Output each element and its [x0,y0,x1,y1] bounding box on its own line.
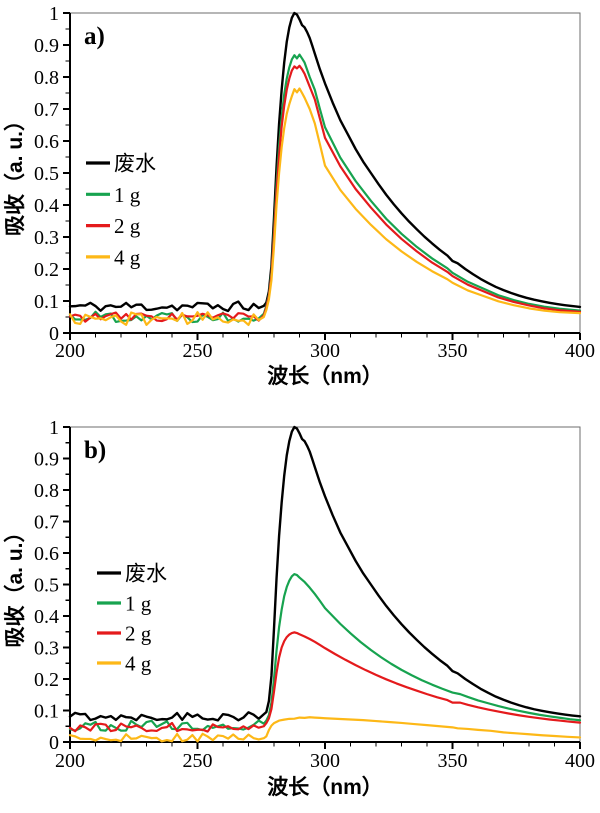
series-line-3 [68,87,582,326]
legend-entry-label: 1 g [114,183,141,207]
legend-entry-label: 4 g [125,652,152,676]
series-line-3 [68,716,582,743]
x-tick-label: 400 [565,750,595,772]
x-axis-title: 波长（nm） [267,364,383,388]
y-tick-label: 0.5 [34,163,59,185]
x-axis-title: 波长（nm） [267,775,383,799]
y-tick-label: 0.8 [34,67,59,89]
chart-a-canvas: 200 250 300 350 400 0 0.1 0.2 0.3 0.4 0.5 0.6 0.7 0.8… [3,3,595,388]
y-tick-label: 0.1 [34,291,59,313]
legend-entry-label: 2 g [114,214,141,238]
panel-b-uv-vis-spectrum: 200 250 300 350 400 0 0.1 0.2 0.3 0.4 0.5 0.6 0.7 0.8… [0,400,600,813]
x-tick-label: 200 [55,340,85,362]
legend-entry-label: 1 g [125,592,152,616]
legend-entry-label: 4 g [114,245,141,269]
y-tick-label: 0.9 [34,449,59,471]
y-tick-label: 0.6 [34,543,59,565]
series-line-1 [68,53,582,324]
series-line-2 [68,64,582,323]
x-tick-label: 350 [438,340,468,362]
y-tick-label: 0.9 [34,35,59,57]
y-tick-label: 1 [49,3,59,25]
y-tick-label: 0 [49,732,59,754]
x-tick-label: 300 [310,340,340,362]
y-tick-label: 0.4 [34,195,59,217]
panel-letter-label: a) [84,23,105,50]
y-axis-title: 吸收（a. u.） [3,521,27,647]
y-tick-label: 0.7 [34,512,59,534]
legend-entry-label: 废水 [125,562,167,586]
y-tick-label: 0.5 [34,575,59,597]
y-tick-label: 0.4 [34,606,59,628]
y-tick-label: 0.3 [34,227,59,249]
chart-b-canvas: 200 250 300 350 400 0 0.1 0.2 0.3 0.4 0.5 0.6 0.7 0.8… [3,417,595,799]
legend-entry-label: 2 g [125,622,152,646]
x-tick-label: 300 [310,750,340,772]
x-tick-label: 350 [438,750,468,772]
legend-entry-label: 废水 [114,152,156,176]
y-tick-label: 0 [49,323,59,345]
x-tick-label: 250 [183,340,213,362]
y-tick-label: 0.7 [34,99,59,121]
x-tick-label: 250 [183,750,213,772]
series-line-0 [68,425,582,722]
y-tick-label: 0.6 [34,131,59,153]
y-tick-label: 0.2 [34,259,59,281]
y-tick-label: 0.8 [34,480,59,502]
y-tick-label: 1 [49,417,59,439]
series-line-0 [68,11,582,313]
panel-a-uv-vis-spectrum: 200 250 300 350 400 0 0.1 0.2 0.3 0.4 0.5 0.6 0.7 0.8… [0,0,600,400]
x-tick-label: 400 [565,340,595,362]
series-line-2 [68,631,582,733]
y-tick-label: 0.1 [34,701,59,723]
y-tick-label: 0.3 [34,638,59,660]
y-tick-label: 0.2 [34,669,59,691]
x-tick-label: 200 [55,750,85,772]
panel-letter-label: b) [84,437,106,464]
y-axis-title: 吸收（a. u.） [3,110,27,236]
